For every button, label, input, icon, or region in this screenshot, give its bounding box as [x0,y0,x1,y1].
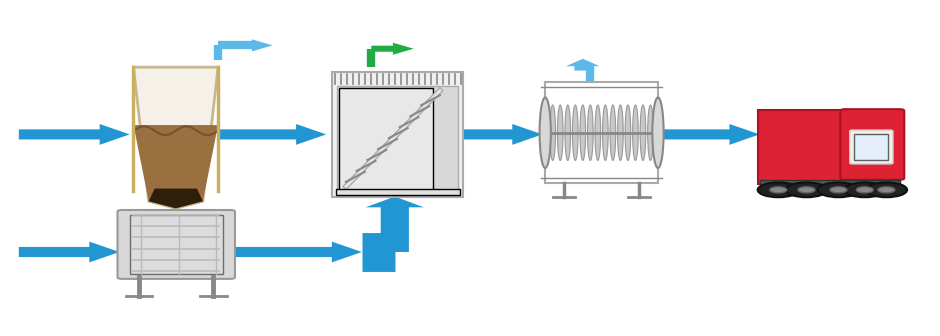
Circle shape [818,182,859,197]
FancyBboxPatch shape [332,72,463,197]
Circle shape [878,187,895,193]
FancyArrow shape [227,242,362,262]
FancyArrow shape [366,197,424,252]
Circle shape [856,187,873,193]
Ellipse shape [550,105,556,161]
FancyArrow shape [656,124,760,145]
Ellipse shape [625,105,631,161]
Polygon shape [133,125,218,208]
FancyBboxPatch shape [854,134,888,160]
FancyArrow shape [19,124,130,145]
Ellipse shape [603,105,608,161]
Ellipse shape [618,105,623,161]
FancyArrow shape [218,124,326,145]
Ellipse shape [580,105,586,161]
Circle shape [830,187,847,193]
Ellipse shape [557,105,563,161]
FancyArrow shape [566,59,600,71]
Circle shape [758,182,799,197]
Ellipse shape [572,105,578,161]
FancyBboxPatch shape [850,130,893,164]
FancyBboxPatch shape [336,189,460,195]
FancyArrow shape [237,39,273,51]
Ellipse shape [648,105,653,161]
Circle shape [798,187,815,193]
Ellipse shape [595,105,601,161]
FancyBboxPatch shape [545,82,658,183]
Polygon shape [133,67,218,208]
Circle shape [844,182,885,197]
FancyArrow shape [371,43,414,55]
Polygon shape [149,188,203,208]
Ellipse shape [588,105,593,161]
FancyBboxPatch shape [118,210,235,279]
FancyArrow shape [149,183,183,198]
FancyBboxPatch shape [337,86,458,193]
FancyBboxPatch shape [760,180,900,186]
FancyArrow shape [463,124,542,145]
FancyArrow shape [19,242,119,262]
Ellipse shape [610,105,616,161]
FancyBboxPatch shape [758,110,851,184]
Ellipse shape [652,97,664,168]
Ellipse shape [633,105,638,161]
FancyBboxPatch shape [840,109,904,180]
Ellipse shape [565,105,571,161]
Ellipse shape [640,105,646,161]
FancyBboxPatch shape [339,88,433,193]
Circle shape [770,187,787,193]
FancyBboxPatch shape [130,215,223,274]
Ellipse shape [540,97,551,168]
Circle shape [866,182,907,197]
Circle shape [786,182,827,197]
